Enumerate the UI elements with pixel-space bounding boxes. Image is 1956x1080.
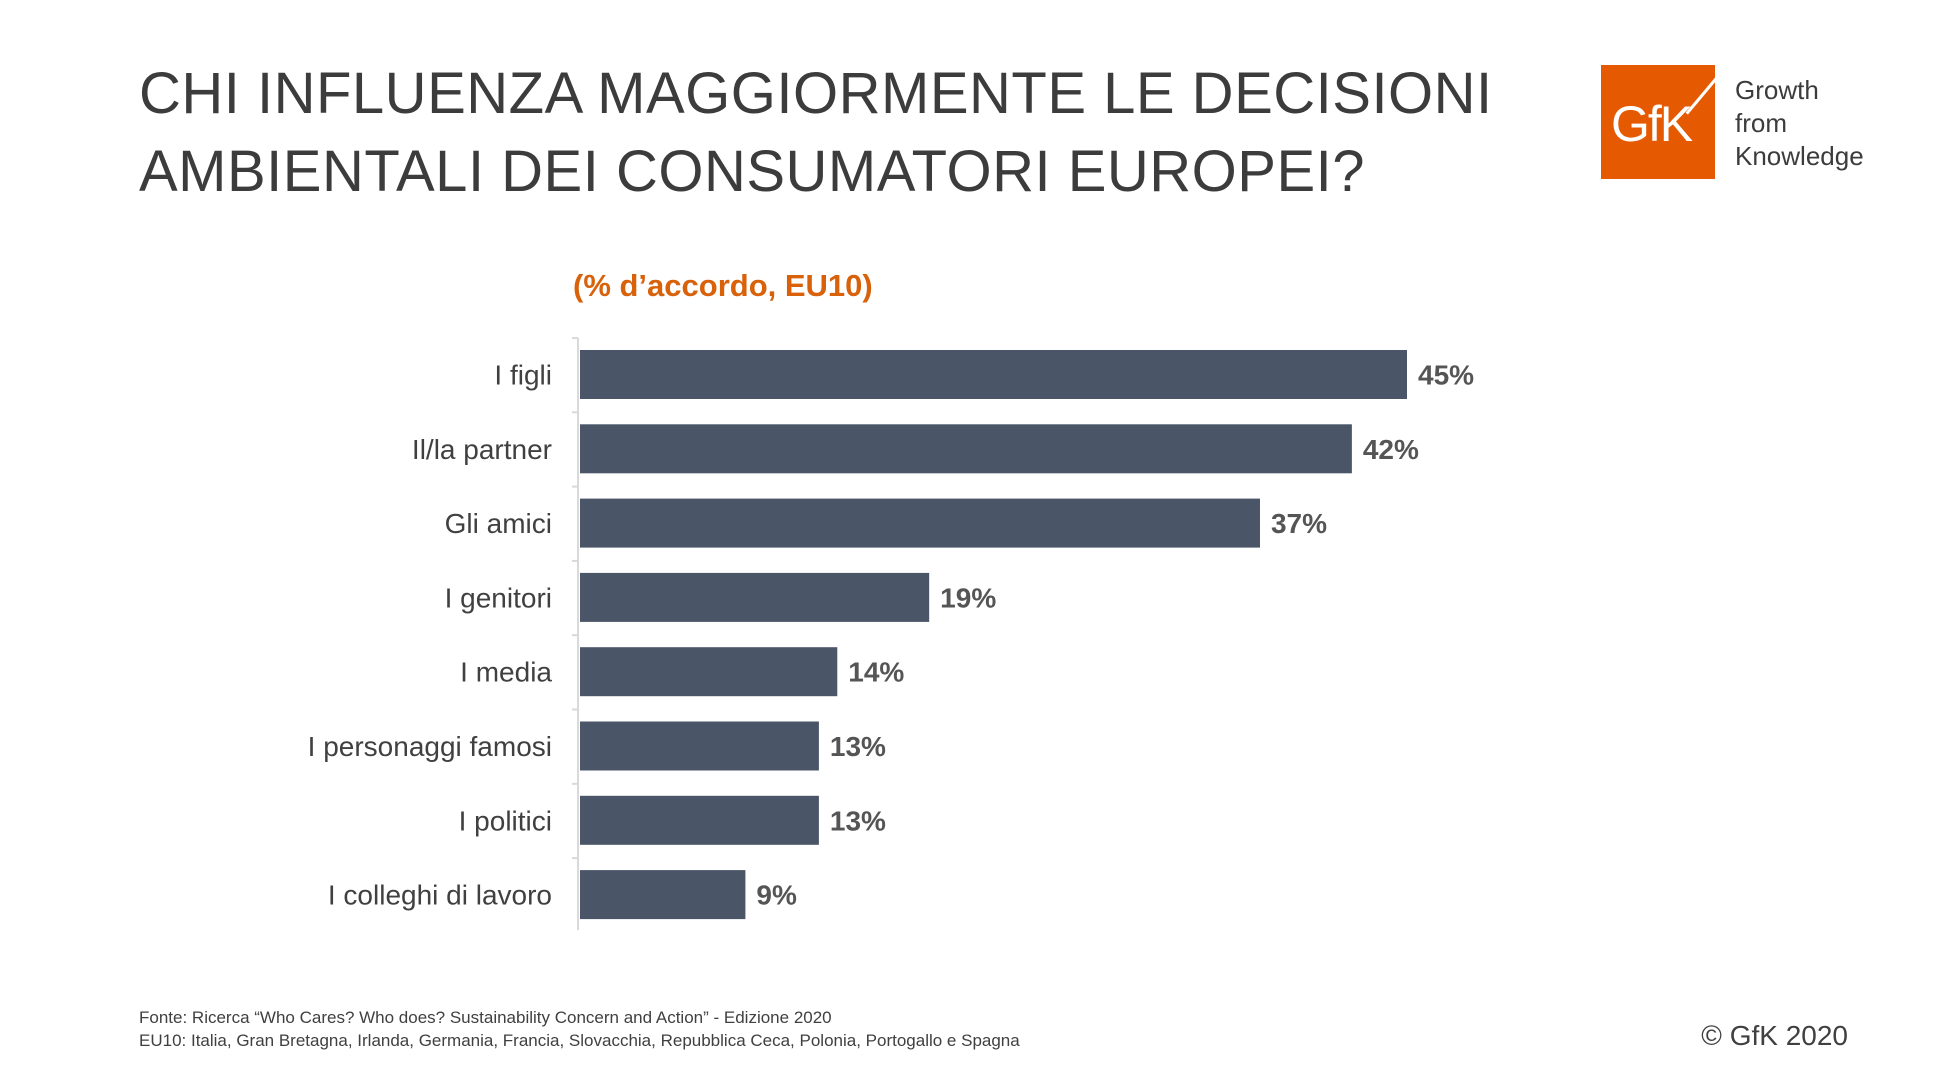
bar-6 bbox=[580, 721, 819, 771]
bar-1 bbox=[580, 350, 1407, 399]
value-label: 13% bbox=[830, 731, 886, 762]
value-label: 9% bbox=[756, 880, 797, 911]
bar-8 bbox=[580, 870, 746, 920]
value-label: 37% bbox=[1271, 508, 1327, 539]
bar-4 bbox=[580, 572, 930, 622]
title-line-1: CHI INFLUENZA MAGGIORMENTE LE DECISIONI bbox=[139, 61, 1493, 126]
value-label: 45% bbox=[1418, 360, 1474, 391]
bar-5 bbox=[580, 647, 838, 697]
bar-chart: I figli 45% Il/la partner 42% Gli amici 37% I … bbox=[308, 337, 1474, 930]
value-label: 14% bbox=[848, 657, 904, 688]
footer-notes: Fonte: Ricerca “Who Cares? Who does? Sus… bbox=[139, 1006, 1020, 1052]
tagline-line-2: from bbox=[1735, 108, 1787, 138]
category-label: I genitori bbox=[445, 582, 552, 613]
bar-2 bbox=[580, 424, 1352, 474]
footer-note: EU10: Italia, Gran Bretagna, Irlanda, Ge… bbox=[139, 1031, 1020, 1050]
chart-subtitle: (% d’accordo, EU10) bbox=[573, 268, 873, 303]
value-label: 42% bbox=[1363, 434, 1419, 465]
copyright: © GfK 2020 bbox=[1701, 1020, 1848, 1051]
logo-tagline: Growth from Knowledge bbox=[1735, 74, 1864, 173]
category-label: I personaggi famosi bbox=[308, 731, 552, 762]
value-label: 19% bbox=[940, 582, 996, 613]
category-label: Il/la partner bbox=[412, 434, 552, 465]
category-label: I media bbox=[460, 657, 552, 688]
tagline-line-1: Growth bbox=[1735, 75, 1819, 105]
bar-7 bbox=[580, 795, 819, 845]
category-label: I colleghi di lavoro bbox=[328, 880, 552, 911]
title-line-2: AMBIENTALI DEI CONSUMATORI EUROPEI? bbox=[139, 139, 1366, 204]
category-label: I politici bbox=[459, 805, 552, 836]
category-label: I figli bbox=[494, 360, 552, 391]
value-label: 13% bbox=[830, 805, 886, 836]
bar-3 bbox=[580, 498, 1260, 548]
logo-text: GfK bbox=[1611, 96, 1693, 152]
gfk-logo: GfK bbox=[1601, 65, 1718, 179]
page-title: CHI INFLUENZA MAGGIORMENTE LE DECISIONI … bbox=[139, 55, 1539, 211]
tagline-line-3: Knowledge bbox=[1735, 141, 1864, 171]
category-label: Gli amici bbox=[445, 508, 552, 539]
footer-source: Fonte: Ricerca “Who Cares? Who does? Sus… bbox=[139, 1008, 832, 1027]
